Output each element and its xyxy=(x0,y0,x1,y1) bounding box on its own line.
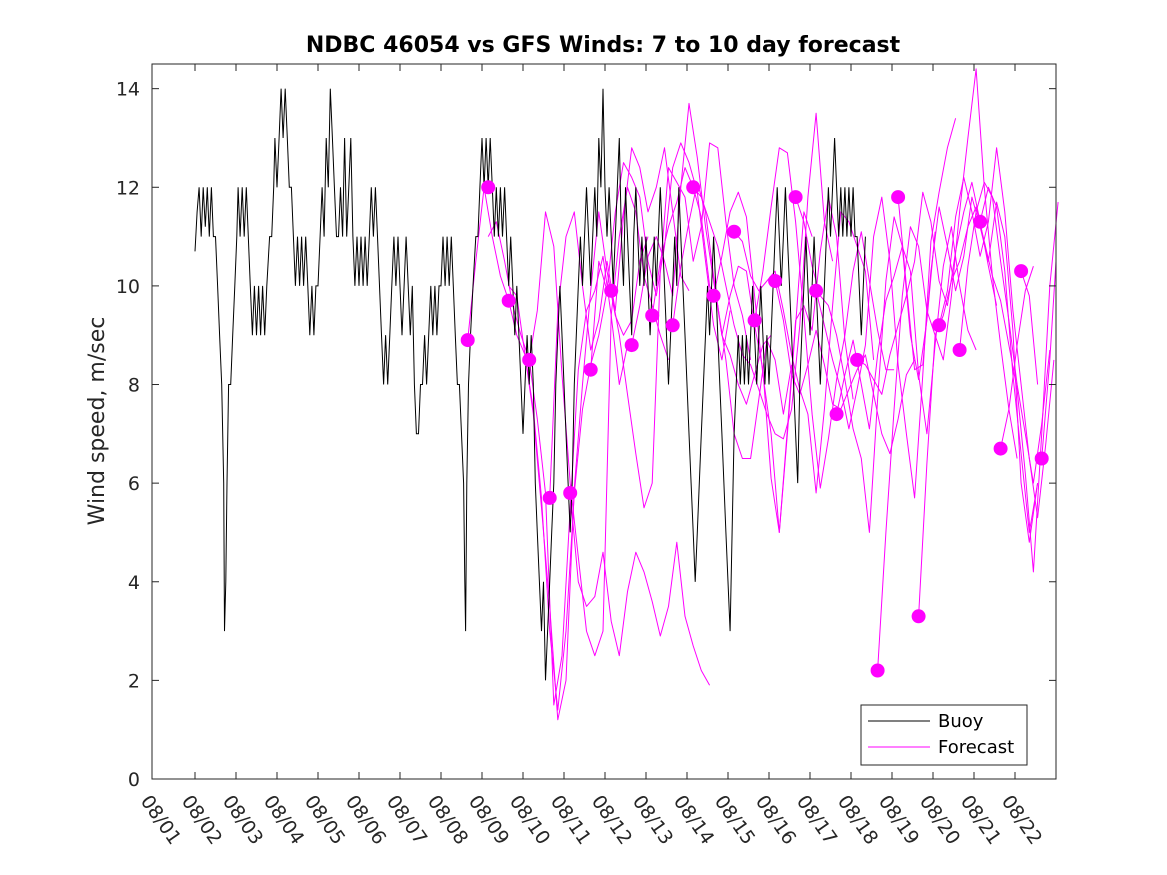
forecast-line-12 xyxy=(713,191,854,533)
forecast-marker-0 xyxy=(460,333,475,348)
forecast-line-20 xyxy=(877,68,1018,671)
y-axis-tick-labels: 0 2 4 6 8 10 12 14 xyxy=(116,79,140,791)
y-tick-label: 2 xyxy=(128,670,140,692)
forecast-line-25 xyxy=(979,186,1039,533)
forecast-marker-11 xyxy=(686,180,701,195)
forecast-line-5 xyxy=(569,492,711,686)
buoy-series xyxy=(194,88,866,681)
y-axis-ticks xyxy=(152,88,1056,780)
forecast-line-3 xyxy=(528,186,669,657)
forecast-marker-14 xyxy=(747,313,762,328)
forecast-marker-17 xyxy=(809,283,824,298)
plot-frame xyxy=(151,63,1057,780)
forecast-marker-19 xyxy=(850,352,865,367)
plot-background xyxy=(152,64,1056,779)
forecast-marker-26 xyxy=(993,441,1008,456)
forecast-marker-4 xyxy=(542,490,557,505)
forecast-marker-1 xyxy=(481,180,496,195)
forecast-markers xyxy=(460,180,1049,678)
forecast-marker-2 xyxy=(501,293,516,308)
forecast-marker-28 xyxy=(1034,451,1049,466)
forecast-line-28 xyxy=(1041,261,1057,459)
forecast-line-27 xyxy=(1020,270,1039,385)
forecast-marker-8 xyxy=(624,338,639,353)
forecast-marker-3 xyxy=(522,352,537,367)
forecast-line-19 xyxy=(856,181,998,395)
chart-title: NDBC 46054 vs GFS Winds: 7 to 10 day for… xyxy=(306,33,901,58)
legend-buoy-label: Buoy xyxy=(938,711,984,732)
forecast-marker-16 xyxy=(788,190,803,205)
forecast-marker-5 xyxy=(563,486,578,500)
y-tick-label: 0 xyxy=(128,769,140,791)
legend: Buoy Forecast xyxy=(860,704,1028,766)
forecast-marker-18 xyxy=(829,407,844,422)
forecast-marker-10 xyxy=(665,318,680,333)
forecast-line-8 xyxy=(631,102,772,405)
forecast-line-14 xyxy=(754,147,895,489)
forecast-line-11 xyxy=(692,112,834,440)
buoy-line xyxy=(194,88,866,681)
y-tick-label: 10 xyxy=(116,276,140,298)
forecast-marker-22 xyxy=(911,609,926,624)
forecast-line-2 xyxy=(508,211,649,721)
forecast-line-4 xyxy=(549,147,690,498)
forecast-marker-20 xyxy=(870,663,885,678)
x-axis-ticks xyxy=(194,64,1057,779)
forecast-marker-25 xyxy=(973,214,988,229)
legend-forecast-label: Forecast xyxy=(938,737,1014,758)
forecast-marker-6 xyxy=(583,362,598,377)
y-tick-label: 12 xyxy=(116,177,140,199)
plot-area: 08/0108/0208/0308/0408/0508/0608/0708/08… xyxy=(116,63,1059,849)
forecast-marker-23 xyxy=(932,318,947,333)
forecast-line-22 xyxy=(918,202,1059,617)
forecast-marker-27 xyxy=(1014,264,1029,279)
forecast-marker-24 xyxy=(952,343,967,357)
y-tick-label: 6 xyxy=(128,473,140,495)
forecast-line-26 xyxy=(1000,266,1034,449)
forecast-marker-7 xyxy=(604,283,619,298)
legend-box xyxy=(860,704,1028,766)
forecast-marker-13 xyxy=(727,224,742,239)
forecast-marker-21 xyxy=(891,190,906,205)
forecast-marker-9 xyxy=(645,308,660,323)
y-tick-label: 4 xyxy=(128,572,140,594)
y-tick-label: 14 xyxy=(116,79,140,101)
y-axis-label: Wind speed, m/sec xyxy=(85,317,110,526)
y-tick-label: 8 xyxy=(128,375,140,397)
forecast-marker-12 xyxy=(706,288,721,303)
forecast-line-0 xyxy=(467,186,608,711)
forecast-marker-15 xyxy=(768,274,783,288)
